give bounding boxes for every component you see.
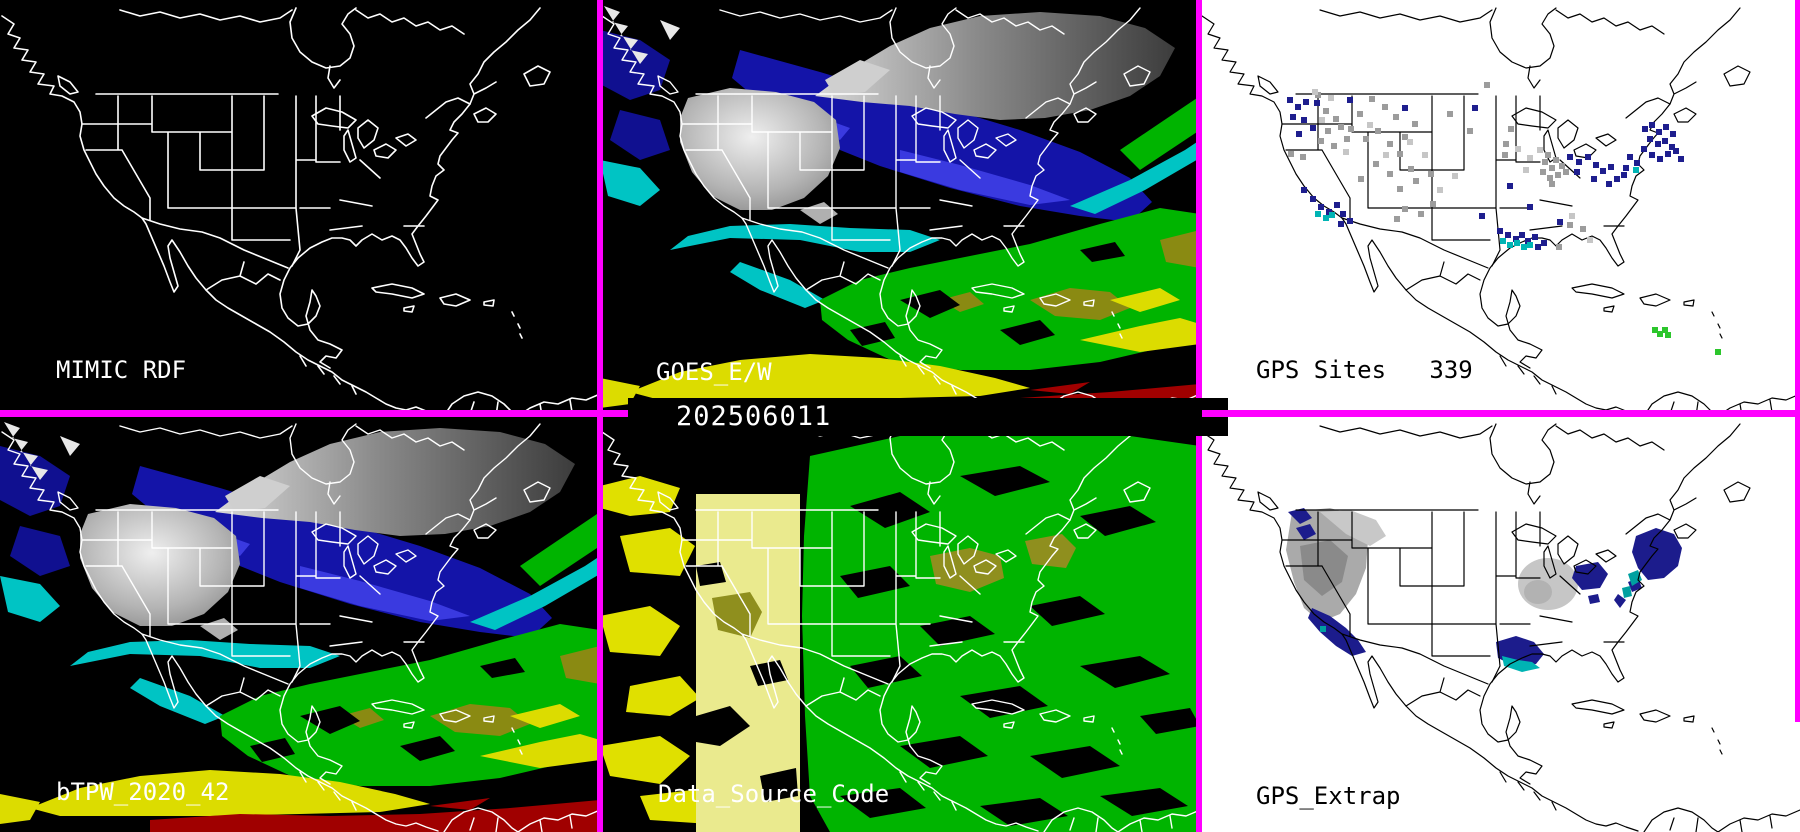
panel-gps-extrap: GPS_Extrap: [1200, 416, 1800, 832]
data-source-code-label: Data_Source_Code: [658, 780, 890, 808]
gps-sites-map: [1201, 7, 1800, 416]
panel-mimic-rdf: MIMIC RDF: [0, 0, 600, 416]
timestamp-text: 202506011: [676, 401, 832, 432]
panel-data-source-code: Data_Source_Code: [600, 416, 1200, 832]
gps-extrap-label: GPS_Extrap: [1256, 782, 1401, 810]
panel-goes-ew: GOES_E/W: [600, 0, 1200, 416]
btpw-tpw-image: [0, 422, 600, 832]
mimic-rdf-map: [1, 7, 600, 416]
gps-sites-label: GPS Sites 339: [1256, 356, 1473, 384]
goes-ew-tpw-image: [600, 6, 1200, 416]
btpw-label: bTPW_2020_42: [56, 778, 230, 806]
panel-gps-sites: GPS Sites 339: [1200, 0, 1800, 416]
mimic-rdf-label: MIMIC RDF: [56, 356, 187, 384]
goes-ew-label: GOES_E/W: [656, 358, 772, 386]
gps-extrap-map: [1201, 423, 1800, 832]
panel-btpw: bTPW_2020_42: [0, 416, 600, 832]
timestamp-strip: 202506011: [628, 398, 1228, 436]
data-source-code-image: [600, 423, 1200, 832]
separator-vertical-edge: [1795, 0, 1800, 722]
gps-sites-markers: [1287, 82, 1721, 355]
separator-horizontal-right: [1202, 410, 1800, 417]
